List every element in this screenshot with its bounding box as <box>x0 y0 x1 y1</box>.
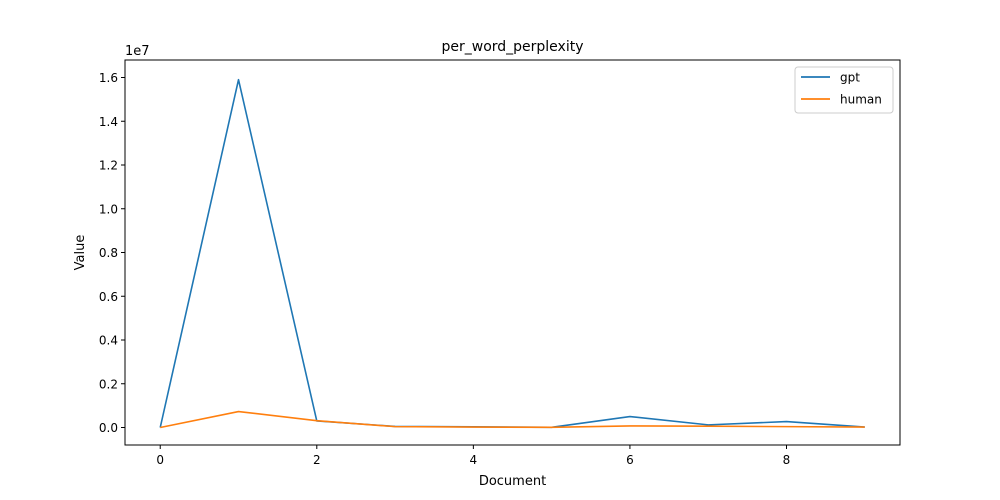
x-tick-label: 2 <box>313 453 321 467</box>
y-tick-label: 0.4 <box>99 334 118 348</box>
legend-label-human: human <box>840 93 882 107</box>
x-axis-ticks: 0 2 4 6 8 <box>156 445 790 467</box>
series-line-human <box>160 410 865 429</box>
y-tick-label: 0.2 <box>99 377 118 391</box>
y-axis-offset-label: 1e7 <box>125 44 150 59</box>
x-tick-label: 0 <box>156 453 164 467</box>
x-tick-label: 8 <box>783 453 791 467</box>
y-tick-label: 0.8 <box>99 246 118 260</box>
series-layer <box>159 78 865 429</box>
y-axis-ticks: 0.0 0.2 0.4 0.6 0.8 1.0 1.2 1.4 1.6 <box>99 71 125 435</box>
legend-label-gpt: gpt <box>840 71 860 85</box>
y-axis-label: Value <box>73 235 88 271</box>
chart-title: per_word_perplexity <box>441 39 583 55</box>
y-tick-label: 1.2 <box>99 159 118 173</box>
plot-area <box>125 60 900 445</box>
y-tick-label: 1.4 <box>99 115 118 129</box>
x-tick-label: 4 <box>470 453 478 467</box>
plot-frame <box>124 59 901 446</box>
y-tick-label: 0.0 <box>99 421 118 435</box>
y-tick-label: 0.6 <box>99 290 118 304</box>
legend: gpt human <box>794 66 894 114</box>
x-tick-label: 6 <box>626 453 634 467</box>
y-tick-label: 1.6 <box>99 71 118 85</box>
y-tick-label: 1.0 <box>99 202 118 216</box>
legend-frame <box>794 66 894 114</box>
x-axis-label: Document <box>479 474 546 489</box>
